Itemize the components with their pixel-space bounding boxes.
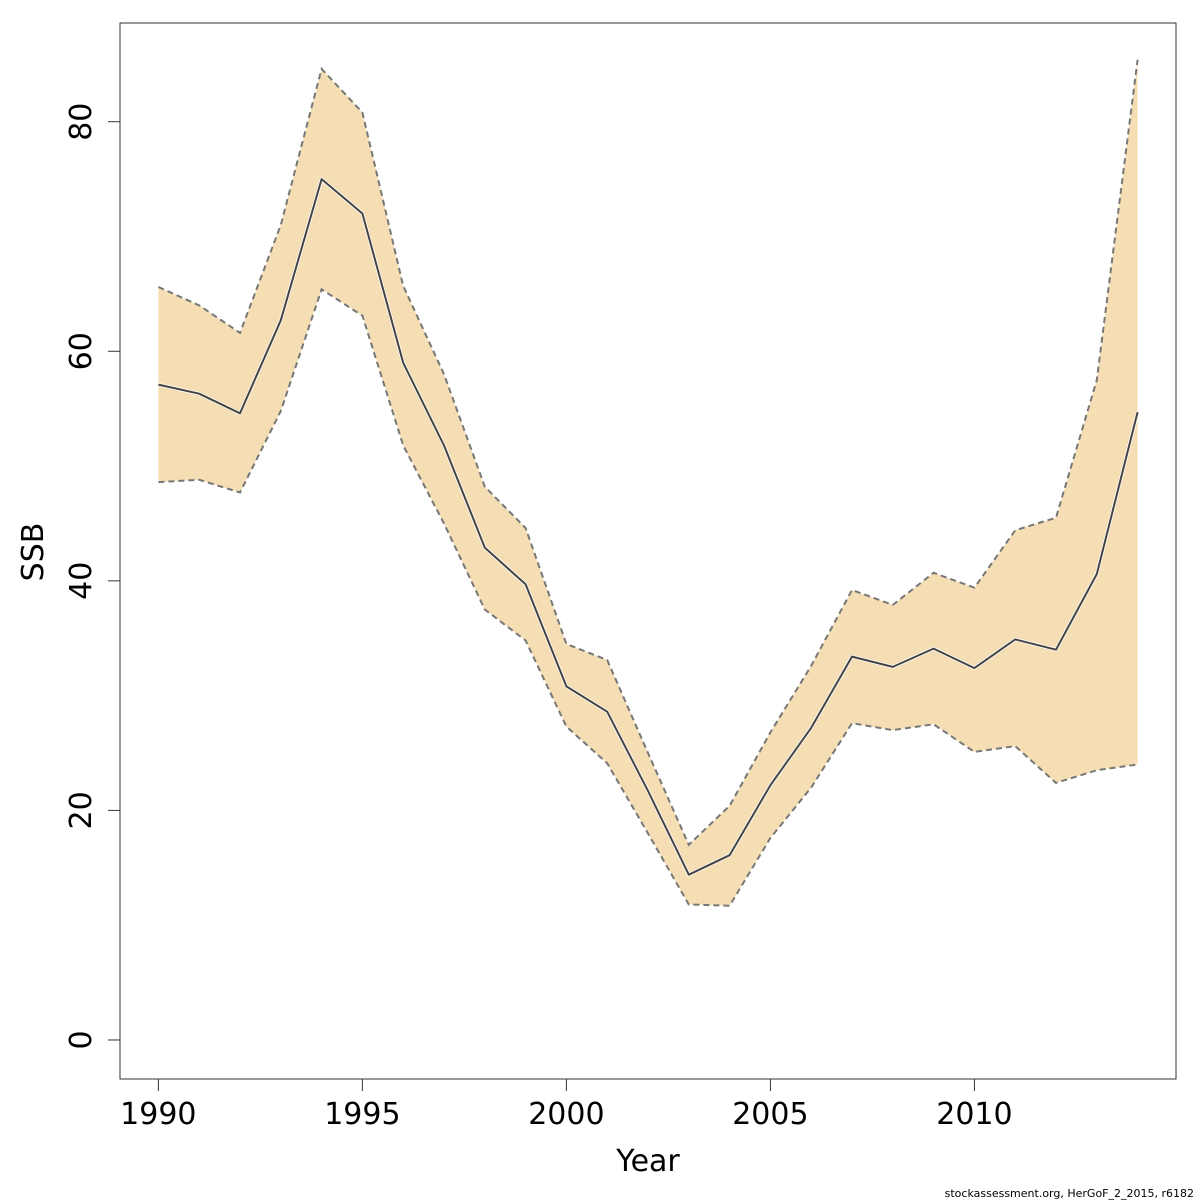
x-tick-label: 2010 <box>936 1097 1012 1132</box>
y-axis: 0 20 40 60 80 <box>64 103 121 1050</box>
x-tick-label: 2000 <box>528 1097 604 1132</box>
confidence-band-layer <box>157 59 1139 907</box>
upper-bound-line <box>157 59 1139 847</box>
y-tick-label: 60 <box>64 332 99 370</box>
footer-credit: stockassessment.org, HerGoF_2_2015, r618… <box>945 1187 1194 1200</box>
y-tick-label: 40 <box>64 562 99 600</box>
confidence-band <box>158 59 1138 906</box>
x-tick-label: 1995 <box>324 1097 400 1132</box>
x-axis: 1990 1995 2000 2005 2010 <box>120 1078 1013 1132</box>
y-tick-label: 80 <box>64 103 99 141</box>
lower-bound-line <box>158 287 1138 907</box>
y-tick-label: 0 <box>64 1030 99 1049</box>
y-tick-label: 20 <box>64 791 99 829</box>
y-axis-label: SSB <box>16 523 51 582</box>
x-axis-label: Year <box>615 1144 680 1179</box>
x-tick-label: 2005 <box>732 1097 808 1132</box>
estimate-line <box>158 178 1139 876</box>
x-tick-label: 1990 <box>120 1097 196 1132</box>
estimate-line-layer <box>158 177 1140 877</box>
